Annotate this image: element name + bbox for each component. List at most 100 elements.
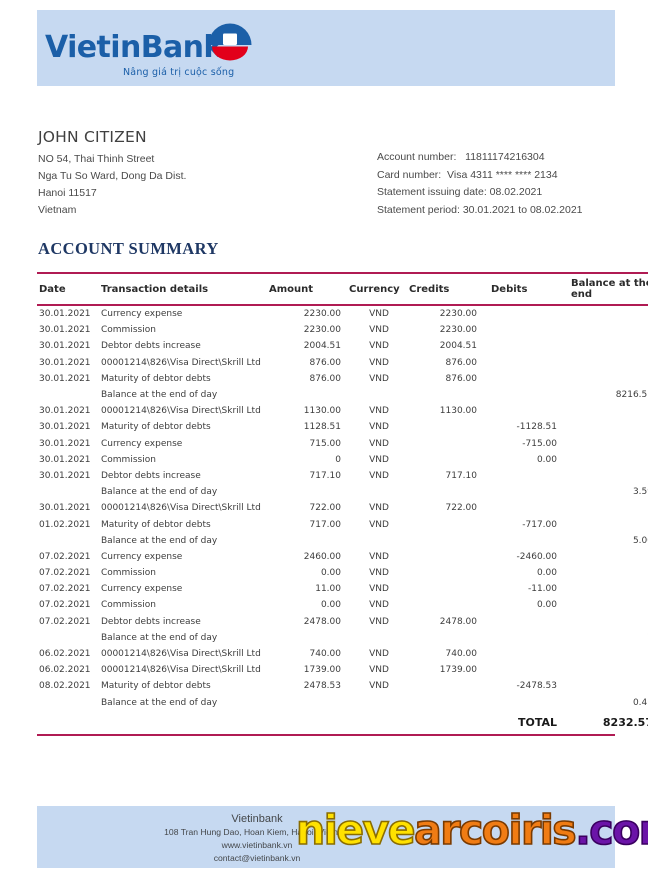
table-cell-date — [37, 533, 101, 549]
header-band: VietinBank Nâng giá trị cuộc sống — [37, 10, 615, 86]
table-cell-credits — [409, 549, 491, 565]
table-bottom-rule — [37, 734, 615, 737]
table-cell-balance — [565, 500, 648, 516]
footer-bank-name: Vietinbank — [231, 813, 283, 825]
table-cell-date: 07.02.2021 — [39, 584, 91, 595]
table-cell-date: 30.01.2021 — [39, 341, 91, 352]
table-cell-date: 08.02.2021 — [39, 681, 91, 692]
table-row: 30.01.2021 Debtor debts increase 2004.51 VN… — [37, 338, 648, 354]
table-cell-amount: 876.00 — [309, 373, 342, 384]
table-cell-credits — [409, 436, 491, 452]
table-cell-amount: 11.00 — [315, 584, 341, 595]
table-cell-debits — [491, 305, 565, 322]
table-cell-balance: 5.00 — [632, 535, 648, 546]
table-cell-currency — [349, 387, 409, 403]
table-cell-credits: 717.10 — [445, 470, 478, 481]
table-row: 07.02.2021 Currency expense 11.00 VND -11.00 — [37, 581, 648, 597]
table-row: 07.02.2021 Commission 0.00 VND 0.00 — [37, 597, 648, 613]
table-cell-details: Currency expense — [101, 309, 183, 320]
table-cell-balance — [565, 678, 648, 694]
table-cell-debits — [491, 533, 565, 549]
table-cell-debits — [491, 403, 565, 419]
table-cell-date: 30.01.2021 — [39, 406, 91, 417]
table-cell-details: Balance at the end of day — [101, 697, 218, 708]
table-cell-currency: VND — [369, 551, 389, 562]
column-header-date: Date — [37, 272, 101, 306]
table-row: 30.01.2021 Debtor debts increase 717.10 VND… — [37, 468, 648, 484]
table-cell-details: Currency expense — [101, 551, 183, 562]
column-header-debits: Debits — [491, 272, 565, 306]
footer-address: 108 Tran Hung Dao, Hoan Kiem, Hanoi, Vie… — [164, 827, 350, 837]
table-total-row: TOTAL 8232.57 — [37, 711, 648, 733]
table-cell-debits — [491, 387, 565, 403]
table-cell-amount: 2004.51 — [303, 341, 341, 352]
card-number-value: Visa 4311 **** **** 2134 — [447, 168, 558, 181]
bank-logo-tagline: Nâng giá trị cuộc sống — [123, 67, 235, 78]
table-cell-currency: VND — [369, 422, 389, 433]
table-cell-date: 30.01.2021 — [39, 309, 91, 320]
table-cell-amount: 1128.51 — [303, 422, 341, 433]
table-cell-debits — [491, 500, 565, 516]
table-cell-date: 30.01.2021 — [39, 373, 91, 384]
bank-logo-text: VietinBank — [45, 30, 223, 65]
table-total-spacer — [101, 711, 269, 733]
footer-contact-block: Vietinbank 108 Tran Hung Dao, Hoan Kiem,… — [37, 812, 477, 865]
statement-period-row: Statement period: 30.01.2021 to 08.02.20… — [377, 202, 627, 220]
table-cell-amount — [269, 533, 349, 549]
card-number-row: Card number: Visa 4311 **** **** 2134 — [377, 167, 627, 185]
table-cell-amount: 715.00 — [309, 438, 342, 449]
column-header-currency: Currency — [349, 272, 409, 306]
table-row: 07.02.2021 Currency expense 2460.00 VND -246… — [37, 549, 648, 565]
table-header-row: Date Transaction details Amount Currency… — [37, 272, 648, 306]
table-cell-date: 30.01.2021 — [39, 357, 91, 368]
table-cell-date — [37, 695, 101, 711]
table-cell-balance — [565, 581, 648, 597]
table-cell-details: Debtor debts increase — [101, 341, 201, 352]
table-row: 30.01.2021 Currency expense 2230.00 VND 2230… — [37, 305, 648, 322]
table-cell-details: Currency expense — [101, 584, 183, 595]
table-cell-currency: VND — [369, 454, 389, 465]
table-cell-credits — [409, 484, 491, 500]
table-cell-balance — [565, 403, 648, 419]
table-cell-debits: 0.00 — [536, 600, 557, 611]
account-details-block: Account number: 11811174216304 Card numb… — [377, 149, 627, 219]
table-cell-details: Debtor debts increase — [101, 616, 201, 627]
table-cell-currency — [349, 484, 409, 500]
table-cell-amount: 876.00 — [309, 357, 342, 368]
table-cell-credits: 722.00 — [445, 503, 478, 514]
table-cell-debits — [491, 355, 565, 371]
table-cell-amount — [269, 695, 349, 711]
table-cell-currency: VND — [369, 665, 389, 676]
table-body: 30.01.2021 Currency expense 2230.00 VND 2230… — [37, 305, 648, 733]
table-cell-details: Maturity of debtor debts — [101, 422, 211, 433]
table-row: 06.02.2021 00001214\826\Visa Direct\Skril… — [37, 662, 648, 678]
table-cell-debits — [491, 614, 565, 630]
table-cell-credits — [409, 387, 491, 403]
table-row: 30.01.2021 Commission 0 VND 0.00 — [37, 452, 648, 468]
watermark-part-3: .com — [574, 806, 648, 854]
table-cell-balance — [565, 452, 648, 468]
table-row: 30.01.2021 Commission 2230.00 VND 2230.00 — [37, 322, 648, 338]
column-header-details: Transaction details — [101, 272, 269, 306]
table-cell-currency: VND — [369, 503, 389, 514]
table-cell-date: 30.01.2021 — [39, 422, 91, 433]
table-cell-debits — [491, 695, 565, 711]
table-total-label: TOTAL — [517, 715, 557, 729]
table-cell-amount: 0.00 — [320, 568, 341, 579]
table-cell-balance: 3.59 — [632, 487, 648, 498]
vietinbank-dome-icon — [207, 22, 253, 66]
table-cell-date: 30.01.2021 — [39, 503, 91, 514]
account-number-label: Account number: — [377, 151, 457, 163]
table-cell-balance — [565, 338, 648, 354]
table-cell-details: Maturity of debtor debts — [101, 373, 211, 384]
table-cell-debits — [491, 338, 565, 354]
table-cell-date: 06.02.2021 — [39, 665, 91, 676]
table-cell-credits — [409, 597, 491, 613]
table-row: Balance at the end of day 8216.51 — [37, 387, 648, 403]
footer-band: Vietinbank 108 Tran Hung Dao, Hoan Kiem,… — [37, 806, 615, 868]
table-cell-balance — [565, 305, 648, 322]
table-row: Balance at the end of day 7 — [37, 630, 648, 646]
address-line-2: Nga Tu So Ward, Dong Da Dist. — [38, 170, 187, 182]
table-cell-balance — [565, 468, 648, 484]
table-cell-currency: VND — [369, 600, 389, 611]
